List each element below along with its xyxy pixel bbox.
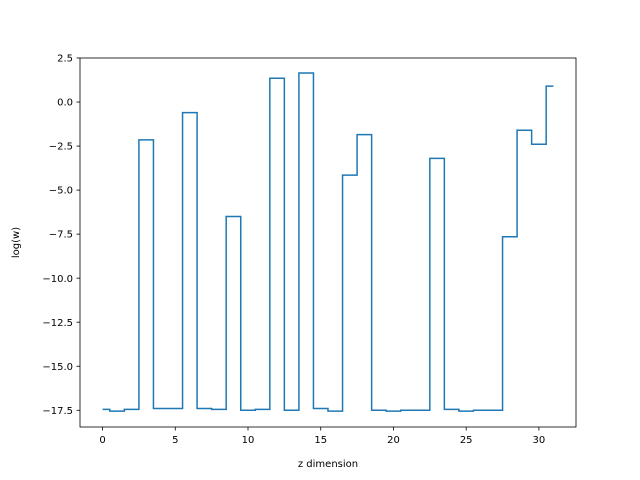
y-tick-label: −12.5 (42, 318, 73, 329)
y-tick-label: −15.0 (42, 362, 73, 373)
y-tick-label: −2.5 (49, 142, 73, 153)
y-axis-ticks: 2.5 0.0 −2.5 −5.0 −7.5 −10.0 −12.5 −15.0 −17.5 (42, 54, 80, 417)
x-tick-label: 20 (387, 435, 400, 446)
y-tick-label: −7.5 (49, 230, 73, 241)
x-tick-label: 15 (314, 435, 327, 446)
series-layer (102, 72, 554, 412)
x-axis-label: z dimension (298, 459, 358, 470)
series-line-0 (102, 72, 554, 412)
y-tick-label: −17.5 (42, 406, 73, 417)
plot-frame (79, 57, 577, 428)
y-tick-label: 2.5 (57, 54, 73, 65)
y-tick-label: −10.0 (42, 274, 73, 285)
plot-area (80, 58, 576, 427)
x-tick-label: 30 (533, 435, 546, 446)
x-tick-label: 10 (242, 435, 255, 446)
y-tick-label: 0.0 (57, 98, 73, 109)
x-tick-label: 0 (99, 435, 105, 446)
y-axis-label: log(w) (11, 227, 22, 258)
x-tick-label: 5 (172, 435, 178, 446)
y-tick-label: −5.0 (49, 186, 73, 197)
x-tick-label: 25 (460, 435, 473, 446)
x-axis-ticks: 0 5 10 15 20 25 30 (99, 427, 545, 446)
